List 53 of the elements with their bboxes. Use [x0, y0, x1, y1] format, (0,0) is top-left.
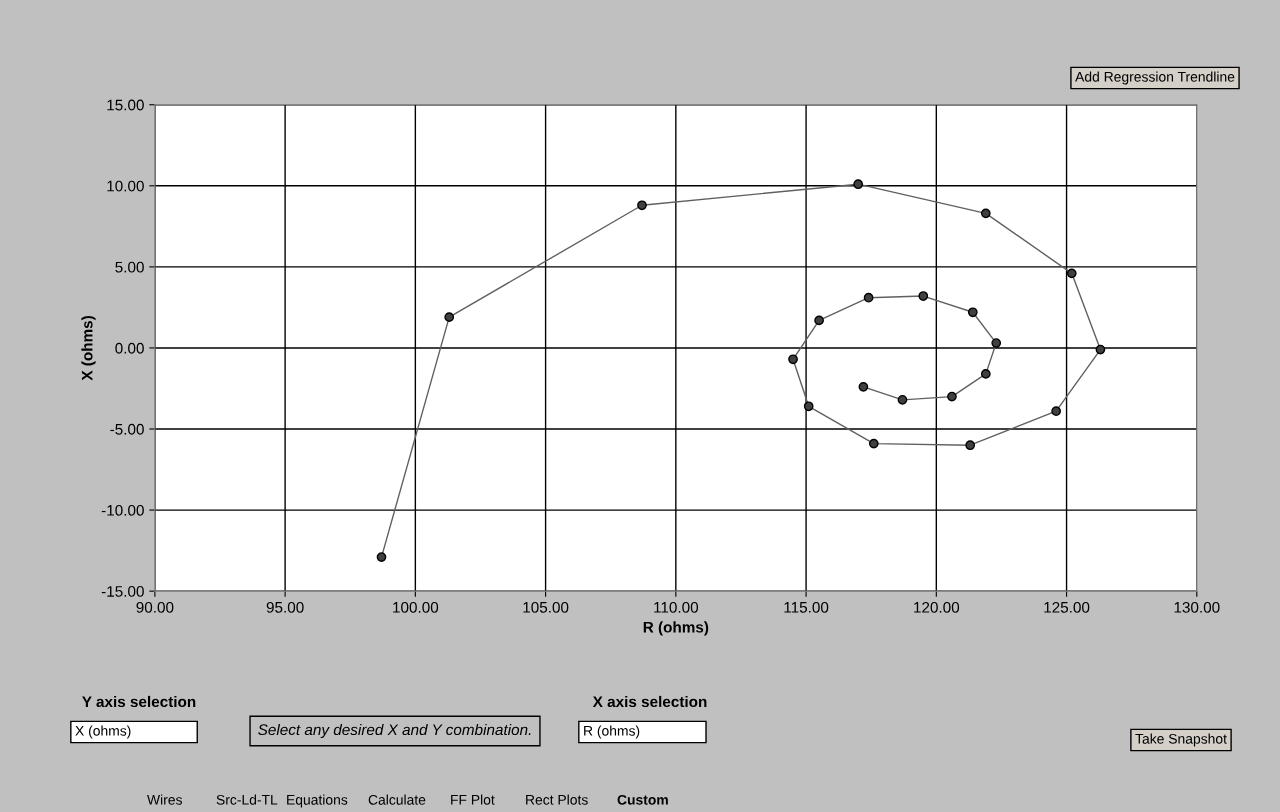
text: X (ohms): [75, 725, 131, 739]
x-tick-label: 125.00: [1044, 601, 1090, 613]
y-axis-title: X (ohms): [81, 316, 96, 381]
text: Take Snapshot: [1135, 733, 1227, 747]
point: [376, 552, 387, 562]
point: [1066, 268, 1077, 279]
y-tick-label: 15.00: [107, 99, 144, 111]
text: R (ohms): [584, 725, 640, 739]
point: [991, 338, 1002, 348]
point: [980, 208, 991, 219]
y-tick-label: -5.00: [110, 423, 144, 435]
y-tick-label: -15.00: [101, 586, 144, 597]
x-tick-label: 110.00: [654, 601, 699, 613]
point: [918, 291, 929, 301]
x-tick-label: 130.00: [1174, 601, 1220, 613]
point: [965, 440, 976, 451]
text: Custom: [617, 794, 668, 805]
x-tick-label: 120.00: [914, 601, 960, 613]
x-axis-title: R (ohms): [643, 621, 709, 636]
text: Equations: [287, 794, 348, 808]
text: Calculate: [368, 794, 426, 805]
y-tick-label: -10.00: [101, 504, 144, 516]
point: [897, 394, 908, 405]
text: Select any desired X and Y combination.: [258, 723, 531, 739]
x-tick-label: 105.00: [523, 601, 569, 613]
point: [858, 381, 869, 392]
text: FF Plot: [451, 794, 495, 805]
x-tick-label: 100.00: [393, 601, 439, 613]
x-tick-label: 90.00: [136, 601, 174, 613]
point: [967, 307, 978, 318]
point: [863, 292, 874, 303]
point: [444, 312, 455, 322]
point: [1095, 344, 1106, 355]
point: [814, 315, 824, 326]
y-tick-label: 0.00: [115, 342, 144, 354]
y-tick-label: 5.00: [115, 261, 144, 273]
point: [853, 179, 864, 190]
point: [868, 438, 879, 449]
point: [637, 200, 647, 211]
point: [803, 401, 814, 412]
point: [788, 354, 798, 365]
text: Add Regression Trendline: [1075, 71, 1235, 85]
point: [980, 369, 991, 379]
x-tick-label: 115.00: [784, 601, 829, 613]
text: Src-Ld-TL: [216, 794, 278, 805]
text: Wires: [147, 794, 182, 805]
y-tick-label: 10.00: [107, 180, 144, 192]
point: [1051, 406, 1062, 417]
text: Y axis selection: [82, 695, 196, 708]
text: X axis selection: [592, 695, 707, 708]
x-tick-label: 95.00: [266, 601, 304, 613]
point: [947, 391, 957, 402]
text: Rect Plots: [526, 794, 588, 805]
